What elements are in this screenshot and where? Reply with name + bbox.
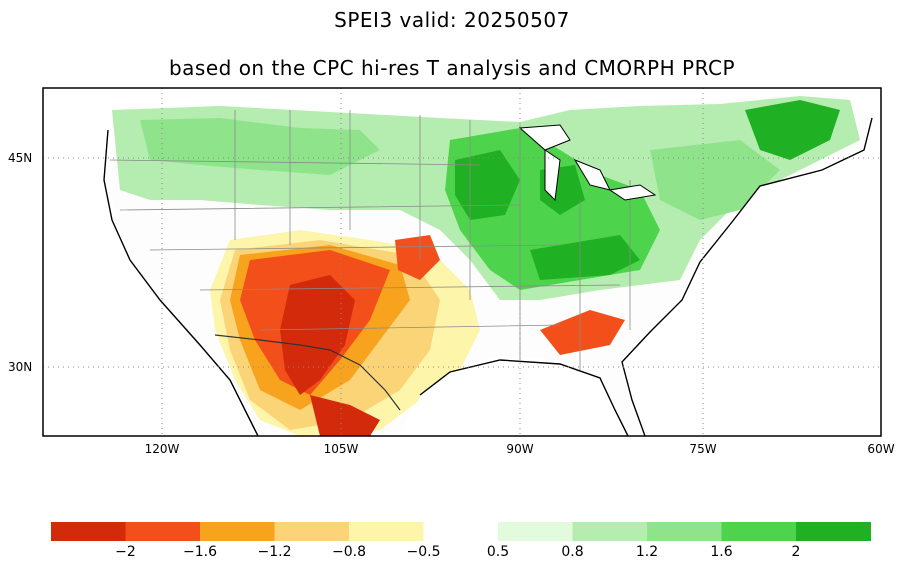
legend-swatch-9 — [721, 522, 797, 541]
legend-label-1: −1.6 — [183, 544, 217, 560]
legend-label-5: 0.5 — [486, 544, 510, 560]
great-lakes — [518, 124, 657, 202]
legend-swatch-10 — [796, 522, 871, 541]
ocean-gulf — [410, 360, 628, 436]
wet-region-northeast — [650, 140, 780, 220]
mexico-border — [214, 334, 401, 411]
legend-swatch-1 — [125, 522, 201, 541]
legend-swatch-8 — [647, 522, 722, 541]
legend-swatch-4 — [349, 522, 424, 541]
lat-label-45n: 45N — [8, 151, 33, 165]
graticule — [43, 88, 881, 436]
lon-label-120w: 120W — [144, 442, 180, 456]
legend-label-3: −0.8 — [332, 544, 366, 560]
map-subtitle: based on the CPC hi-res T analysis and C… — [168, 56, 736, 80]
legend-label-7: 1.2 — [635, 544, 659, 560]
ocean-west — [43, 88, 258, 436]
lon-label-105w: 105W — [323, 442, 359, 456]
legend-swatch-0 — [51, 522, 126, 541]
wet-region-moderate — [140, 118, 380, 175]
legend-label-0: −2 — [115, 544, 136, 560]
legend-label-6: 0.8 — [561, 544, 584, 560]
legend-swatch-3 — [274, 522, 350, 541]
legend-swatch-6 — [498, 522, 573, 541]
legend-swatch-2 — [200, 522, 275, 541]
wet-region-extreme — [455, 100, 840, 280]
legend-swatch-5 — [423, 522, 499, 541]
state-boundaries — [109, 110, 631, 370]
legend-label-4: −0.5 — [406, 544, 441, 560]
dry-region-extreme — [280, 275, 380, 436]
ocean-atlantic — [622, 88, 881, 436]
lon-label-75w: 75W — [689, 442, 717, 456]
lon-label-60w: 60W — [867, 442, 895, 456]
coastline — [103, 117, 873, 436]
legend-label-2: −1.2 — [257, 544, 292, 560]
legend-label-9: 2 — [791, 544, 801, 560]
legend-label-8: 1.6 — [710, 544, 733, 560]
lat-label-30n: 30N — [8, 360, 33, 374]
lon-label-90w: 90W — [506, 442, 534, 456]
map-title: SPEI3 valid: 20250507 — [334, 8, 570, 32]
legend-swatch-7 — [572, 522, 648, 541]
map-frame — [42, 87, 882, 437]
